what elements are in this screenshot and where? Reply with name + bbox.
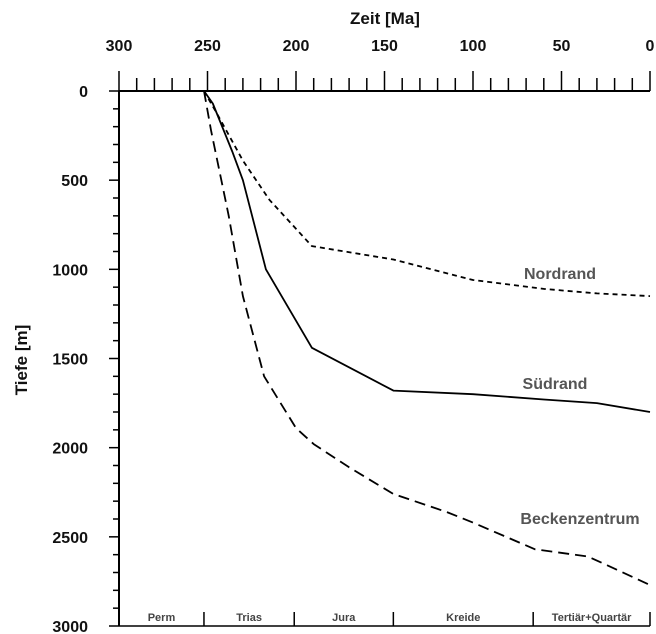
x-tick-label: 150	[371, 38, 398, 55]
y-axis-title: Tiefe [m]	[12, 325, 31, 396]
period-label: Tertiär+Quartär	[552, 612, 632, 624]
y-tick-label: 500	[61, 173, 88, 190]
x-tick-label: 0	[646, 38, 655, 55]
y-tick-label: 2500	[52, 530, 88, 547]
x-tick-label: 300	[106, 38, 133, 55]
series-labels: Nordrand Südrand Beckenzentrum	[520, 266, 639, 528]
series-label: Südrand	[523, 376, 588, 393]
series-line-südrand	[203, 90, 651, 413]
y-tick-label: 0	[79, 84, 88, 101]
axes	[118, 90, 650, 627]
x-tick-label: 200	[283, 38, 310, 55]
series-line-nordrand	[203, 90, 651, 297]
y-tick-label: 2000	[52, 441, 88, 458]
series-lines	[203, 90, 651, 586]
period-scale: Perm Trias Jura Kreide Tertiär+Quartär	[148, 612, 651, 626]
y-tick-label: 1000	[52, 262, 88, 279]
x-tick-label: 50	[553, 38, 571, 55]
x-axis-ticks: 300 250 200 150 100 50 0	[106, 38, 655, 91]
x-tick-label: 250	[194, 38, 221, 55]
y-axis-ticks: 0 500 1000 1500 2000 2500 3000	[52, 84, 119, 634]
series-line-beckenzentrum	[203, 90, 651, 586]
x-axis-title: Zeit [Ma]	[350, 9, 420, 28]
y-tick-label: 1500	[52, 352, 88, 369]
series-label: Beckenzentrum	[520, 511, 639, 528]
period-label: Jura	[332, 612, 356, 624]
period-label: Kreide	[446, 612, 480, 624]
series-label: Nordrand	[524, 266, 596, 283]
x-tick-label: 100	[460, 38, 487, 55]
period-label: Perm	[148, 612, 176, 624]
y-tick-label: 3000	[52, 619, 88, 634]
period-label: Trias	[236, 612, 262, 624]
